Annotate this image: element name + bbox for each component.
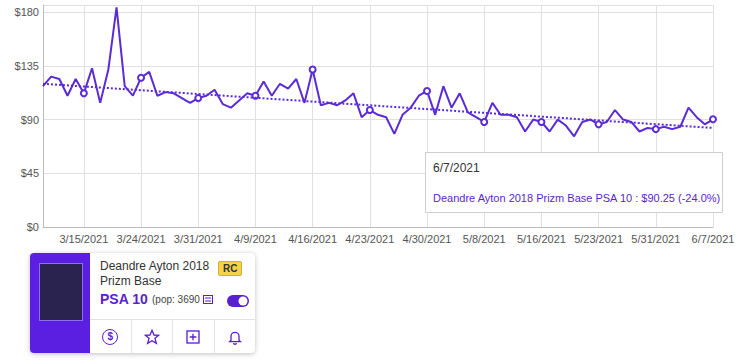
svg-text:5/23/2021: 5/23/2021 bbox=[574, 233, 623, 245]
svg-text:3/31/2021: 3/31/2021 bbox=[174, 233, 223, 245]
svg-text:3/15/2021: 3/15/2021 bbox=[59, 233, 108, 245]
svg-text:3/24/2021: 3/24/2021 bbox=[117, 233, 166, 245]
svg-text:4/30/2021: 4/30/2021 bbox=[403, 233, 452, 245]
svg-text:6/7/2021: 6/7/2021 bbox=[692, 233, 735, 245]
svg-text:$90: $90 bbox=[21, 114, 39, 126]
svg-text:4/16/2021: 4/16/2021 bbox=[288, 233, 337, 245]
svg-text:Deandre Ayton 2018 Prizm Base: Deandre Ayton 2018 Prizm Base PSA 10 : $… bbox=[433, 192, 720, 204]
svg-text:5/31/2021: 5/31/2021 bbox=[631, 233, 680, 245]
svg-text:$45: $45 bbox=[21, 167, 39, 179]
svg-text:4/23/2021: 4/23/2021 bbox=[345, 233, 394, 245]
html-text:Deandre Ayton 2018 Prizm Base: Deandre Ayton 2018 Prizm Base bbox=[100, 259, 210, 288]
html-text:PSA 10 (pop: 3690: PSA 10 (pop: 3690 bbox=[100, 291, 203, 307]
svg-text:$0: $0 bbox=[27, 221, 39, 233]
svg-text:5/16/2021: 5/16/2021 bbox=[517, 233, 566, 245]
svg-text:4/9/2021: 4/9/2021 bbox=[234, 233, 277, 245]
svg-text:5/8/2021: 5/8/2021 bbox=[463, 233, 506, 245]
svg-text:$180: $180 bbox=[15, 6, 39, 18]
html-text:RC: RC bbox=[223, 263, 238, 274]
svg-text:6/7/2021: 6/7/2021 bbox=[433, 161, 480, 175]
svg-text:$135: $135 bbox=[15, 60, 39, 72]
